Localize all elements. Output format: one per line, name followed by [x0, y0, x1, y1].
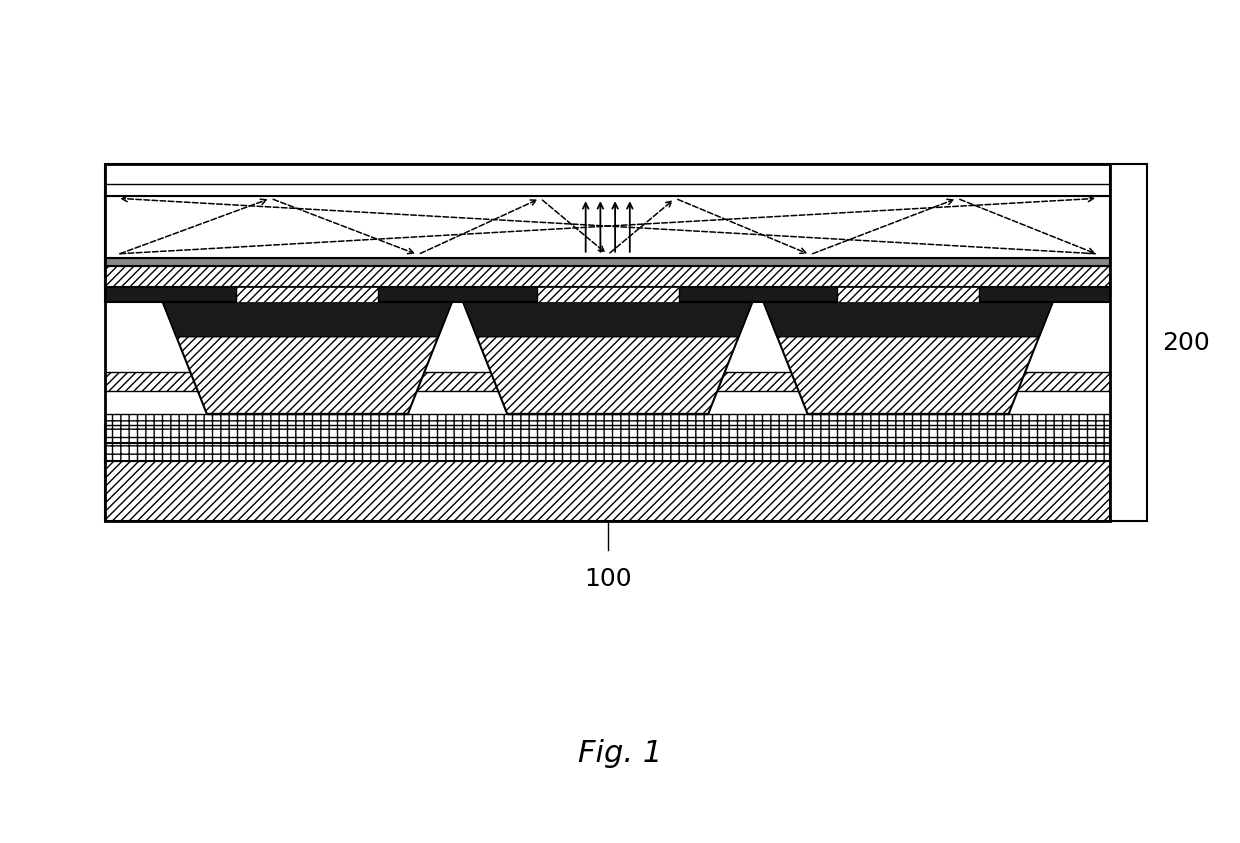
Bar: [237, 287, 378, 302]
Bar: [105, 266, 1111, 287]
Bar: [105, 414, 1111, 425]
Bar: [807, 390, 1008, 414]
Bar: [105, 443, 1111, 461]
Polygon shape: [463, 302, 753, 336]
Polygon shape: [764, 302, 1053, 414]
Text: 200: 200: [1162, 330, 1210, 355]
Bar: [105, 164, 1111, 196]
Bar: [537, 287, 678, 302]
Bar: [105, 196, 1111, 258]
Bar: [105, 425, 1111, 443]
Bar: [105, 164, 1111, 521]
Bar: [837, 287, 980, 302]
Bar: [507, 390, 708, 414]
Polygon shape: [162, 302, 453, 414]
Bar: [207, 390, 408, 414]
Polygon shape: [162, 302, 453, 336]
Text: 100: 100: [584, 566, 631, 591]
Polygon shape: [463, 302, 753, 414]
Bar: [105, 287, 1111, 302]
Polygon shape: [764, 302, 1053, 336]
Text: Fig. 1: Fig. 1: [578, 738, 662, 768]
Bar: [105, 258, 1111, 266]
Bar: [105, 461, 1111, 521]
Bar: [105, 373, 1111, 390]
